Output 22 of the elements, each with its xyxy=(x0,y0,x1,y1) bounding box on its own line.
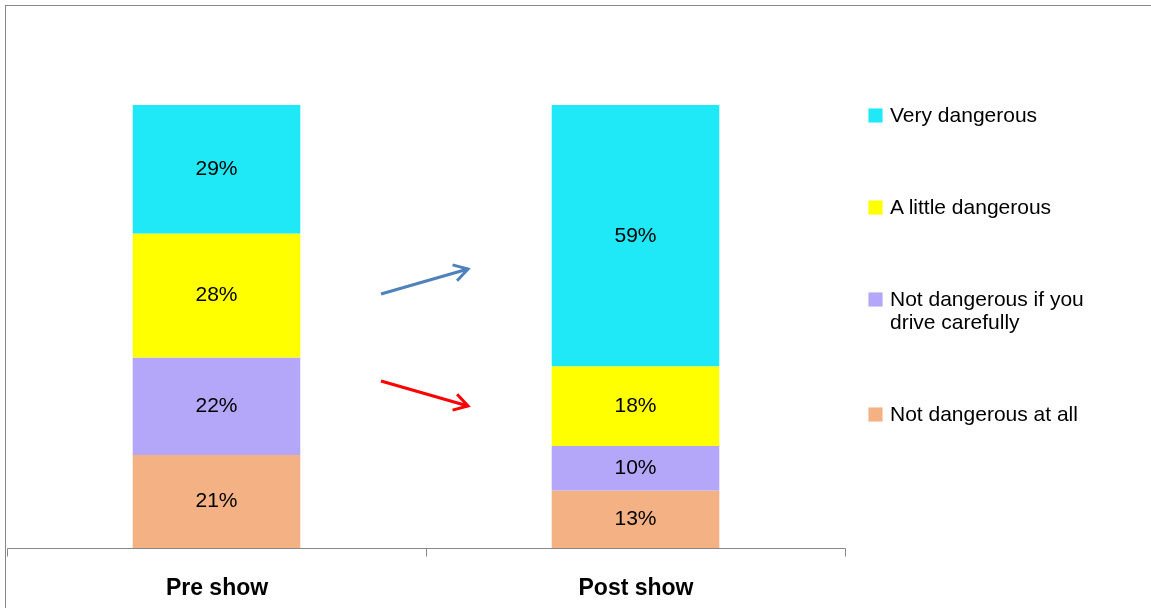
data-label: 28% xyxy=(195,282,238,306)
legend-label: A little dangerous xyxy=(890,194,1052,218)
legend-label: Very dangerous xyxy=(890,102,1038,126)
data-label: 10% xyxy=(614,455,657,479)
bar xyxy=(551,366,720,447)
legend-label: Not dangerous if you drive carefully xyxy=(890,286,1084,333)
bar xyxy=(551,446,720,491)
data-label: 13% xyxy=(614,506,657,530)
bar xyxy=(132,454,301,548)
bar xyxy=(132,233,301,358)
bar xyxy=(551,490,720,548)
data-label: 59% xyxy=(614,222,657,246)
bar xyxy=(551,105,720,367)
bar xyxy=(132,357,301,455)
data-label: 21% xyxy=(195,488,238,512)
legend-label: Not dangerous at all xyxy=(890,401,1078,425)
bar xyxy=(132,105,301,234)
data-label: 22% xyxy=(195,393,238,417)
data-label: 18% xyxy=(614,393,657,417)
x-tick-label: Post show xyxy=(578,573,694,600)
data-label: 29% xyxy=(195,156,238,180)
x-tick-label: Pre show xyxy=(165,573,269,600)
